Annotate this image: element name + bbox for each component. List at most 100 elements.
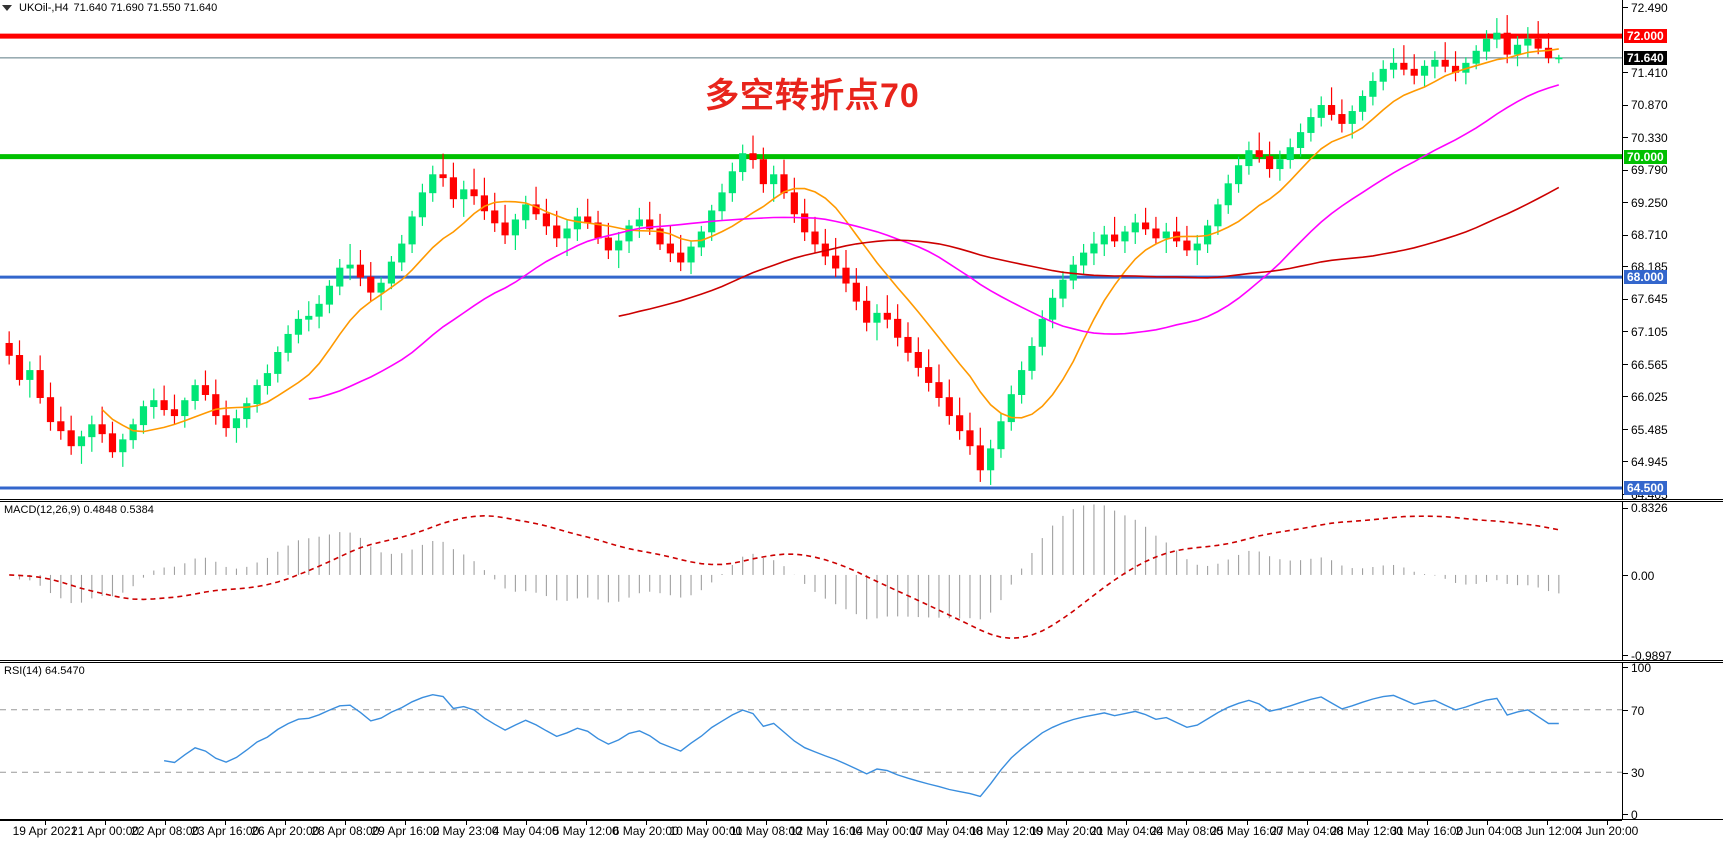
time-axis-label: 26 Apr 20:00 bbox=[251, 824, 320, 838]
time-axis-label: 28 Apr 08:00 bbox=[311, 824, 380, 838]
time-axis-label: 10 May 00:00 bbox=[669, 824, 743, 838]
rsi-tick: 100 bbox=[1623, 662, 1651, 674]
macd-tick: 0.8326 bbox=[1623, 502, 1668, 514]
time-tick-mark bbox=[946, 821, 948, 825]
rsi-axis: 100 70 30 0 bbox=[1622, 662, 1723, 821]
time-axis-label: 19 Apr 2021 bbox=[12, 824, 78, 838]
time-tick-mark bbox=[1186, 821, 1188, 825]
rsi-panel: RSI(14) 64.5470 100 70 30 0 bbox=[0, 662, 1723, 821]
price-svg bbox=[0, 15, 1622, 490]
time-tick-mark bbox=[705, 821, 707, 825]
rsi-tick: 70 bbox=[1623, 705, 1644, 717]
rsi-line bbox=[163, 693, 1559, 798]
ma-slow-line bbox=[618, 186, 1560, 317]
price-chart-panel: 72.490 71.410 70.870 70.330 69.790 69.250 68.7… bbox=[0, 0, 1723, 501]
time-tick-mark bbox=[405, 821, 407, 825]
time-tick-mark bbox=[1006, 821, 1008, 825]
time-axis-label: 31 May 16:00 bbox=[1390, 824, 1464, 838]
time-axis-label: 2 May 23:00 bbox=[432, 824, 499, 838]
macd-histogram bbox=[18, 504, 1560, 620]
time-tick-mark bbox=[585, 821, 587, 825]
time-axis-label: 28 May 12:00 bbox=[1330, 824, 1404, 838]
time-tick-mark bbox=[285, 821, 287, 825]
ohlc-values: 71.640 71.690 71.550 71.640 bbox=[73, 2, 218, 14]
current-price: 71.640 bbox=[1624, 50, 1667, 65]
time-tick-mark bbox=[1486, 821, 1488, 825]
time-axis-label: 25 May 16:00 bbox=[1210, 824, 1283, 838]
time-axis-label: 4 Jun 20:00 bbox=[1575, 824, 1639, 838]
time-axis-label: 4 May 04:00 bbox=[492, 824, 559, 838]
triangle-down-icon[interactable] bbox=[2, 5, 12, 11]
price-tick: 64.945 bbox=[1623, 456, 1668, 468]
time-axis-label: 23 Apr 16:00 bbox=[191, 824, 260, 838]
symbol-header: UKOil-,H4 71.640 71.690 71.550 71.640 bbox=[2, 1, 217, 15]
time-axis-label: 22 Apr 08:00 bbox=[131, 824, 200, 838]
time-axis-label: 24 May 08:00 bbox=[1150, 824, 1223, 838]
time-axis-label: 2 Jun 04:00 bbox=[1455, 824, 1519, 838]
macd-plot-area[interactable] bbox=[0, 502, 1622, 660]
price-tick: 68.710 bbox=[1623, 229, 1668, 241]
price-tick: 66.025 bbox=[1623, 391, 1668, 403]
candlestick-series bbox=[5, 15, 1563, 485]
price-tick: 67.645 bbox=[1623, 293, 1668, 305]
resistance-72000: 72.000 bbox=[1624, 29, 1667, 44]
time-axis-label: 3 Jun 12:00 bbox=[1515, 824, 1579, 838]
time-tick-mark bbox=[1546, 821, 1548, 825]
rsi-tick: 30 bbox=[1623, 767, 1644, 779]
macd-tick: 0.00 bbox=[1623, 570, 1654, 582]
time-tick-mark bbox=[1426, 821, 1428, 825]
time-tick-mark bbox=[1366, 821, 1368, 825]
time-tick-mark bbox=[345, 821, 347, 825]
time-axis-label: 27 May 04:00 bbox=[1270, 824, 1343, 838]
time-axis-label: 17 May 04:00 bbox=[909, 824, 983, 838]
macd-axis: 0.8326 0.00 -0.9897 bbox=[1622, 502, 1723, 662]
time-tick-mark bbox=[826, 821, 827, 825]
time-axis-label: 21 May 04:00 bbox=[1090, 824, 1163, 838]
price-tick: 69.250 bbox=[1623, 197, 1668, 209]
price-tick: 68.185 bbox=[1623, 261, 1668, 273]
time-tick-mark bbox=[1306, 821, 1308, 825]
price-tick: 72.490 bbox=[1623, 1, 1668, 13]
time-tick-mark bbox=[105, 821, 107, 825]
time-tick-mark bbox=[465, 821, 467, 825]
rsi-tick: 0 bbox=[1623, 809, 1638, 821]
price-tick: 70.330 bbox=[1623, 132, 1668, 144]
time-axis-label: 18 May 12:00 bbox=[969, 824, 1043, 838]
support-68000: 68.000 bbox=[1624, 270, 1667, 285]
chart-annotation-text: 多空转折点70 bbox=[705, 77, 920, 115]
price-axis: 72.490 71.410 70.870 70.330 69.790 69.250 68.7… bbox=[1622, 0, 1723, 501]
ma-mid-line bbox=[308, 84, 1560, 400]
time-tick-mark bbox=[645, 821, 647, 825]
time-axis: 19 Apr 2021 21 Apr 00:00 22 Apr 08:00 23 Ap… bbox=[0, 820, 1638, 840]
price-tick: 66.565 bbox=[1623, 358, 1668, 370]
rsi-plot-area[interactable] bbox=[0, 663, 1622, 819]
time-axis-label: 6 May 20:00 bbox=[612, 824, 679, 838]
symbol-label: UKOil-,H4 bbox=[19, 2, 69, 14]
time-tick-mark bbox=[1066, 821, 1068, 825]
time-axis-label: 14 May 00:00 bbox=[849, 824, 923, 838]
price-plot-area[interactable] bbox=[0, 0, 1622, 499]
time-axis-label: 11 May 08:00 bbox=[730, 824, 802, 838]
time-tick-mark bbox=[1607, 821, 1608, 825]
price-tick: 71.410 bbox=[1623, 67, 1668, 79]
pivot-70000: 70.000 bbox=[1624, 149, 1667, 164]
rsi-svg bbox=[0, 693, 1622, 798]
time-tick-mark bbox=[525, 821, 527, 825]
time-tick-mark bbox=[1246, 821, 1248, 825]
time-axis-label: 19 May 20:00 bbox=[1029, 824, 1103, 838]
time-tick-mark bbox=[886, 821, 888, 825]
ma-fast-line bbox=[101, 48, 1559, 433]
macd-tick: -0.9897 bbox=[1623, 650, 1672, 662]
macd-panel: MACD(12,26,9) 0.4848 0.5384 0.8326 0.00 -0… bbox=[0, 501, 1723, 662]
macd-svg bbox=[9, 504, 1560, 640]
macd-signal-line bbox=[9, 514, 1559, 640]
time-tick-mark bbox=[225, 821, 227, 825]
time-axis-label: 21 Apr 00:00 bbox=[71, 824, 140, 838]
rsi-title: RSI(14) 64.5470 bbox=[4, 665, 85, 677]
support-64500: 64.500 bbox=[1624, 480, 1667, 495]
price-tick: 65.485 bbox=[1623, 423, 1668, 435]
time-tick-mark bbox=[165, 821, 167, 825]
price-tick: 69.790 bbox=[1623, 164, 1668, 176]
time-axis-label: 12 May 16:00 bbox=[789, 824, 863, 838]
